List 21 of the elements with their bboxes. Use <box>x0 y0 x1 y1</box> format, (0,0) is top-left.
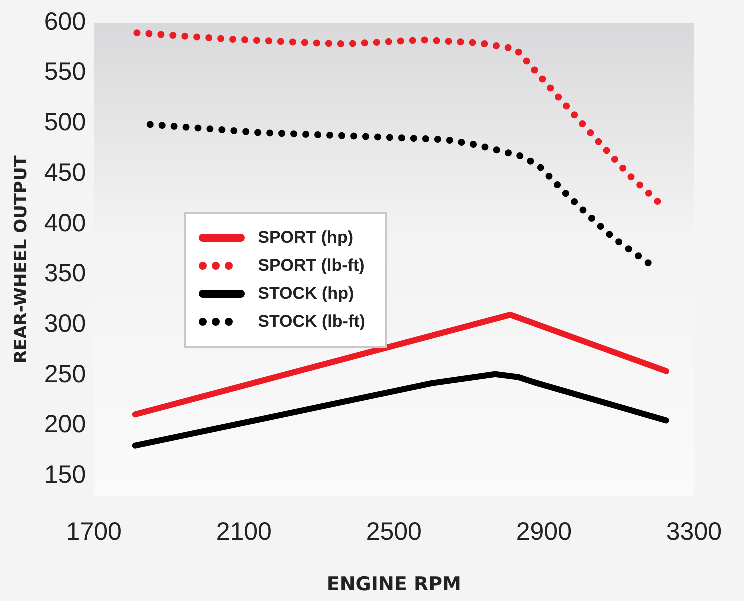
y-tick-label: 600 <box>44 8 86 36</box>
x-tick-label: 2100 <box>216 518 272 546</box>
legend-label: STOCK (hp) <box>258 284 354 304</box>
y-tick-label: 400 <box>44 209 86 238</box>
y-tick-label: 350 <box>44 260 86 288</box>
y-tick-label: 250 <box>44 360 86 388</box>
y-tick-label: 150 <box>44 460 86 489</box>
x-axis-title: ENGINE RPM <box>326 574 462 596</box>
y-axis-title: REAR-WHEEL OUTPUT <box>12 155 32 364</box>
y-tick-label: 300 <box>44 310 86 338</box>
x-tick-label: 2500 <box>366 518 422 546</box>
y-tick-label: 450 <box>44 158 86 187</box>
legend-label: SPORT (hp) <box>258 228 354 248</box>
x-tick-label: 3300 <box>666 518 722 546</box>
legend-label: STOCK (lb-ft) <box>258 312 366 332</box>
y-tick-label: 550 <box>44 58 86 86</box>
y-tick-label: 200 <box>44 410 86 439</box>
x-tick-label: 1700 <box>66 518 122 546</box>
y-tick-label: 500 <box>44 108 86 137</box>
x-tick-label: 2900 <box>516 518 572 546</box>
legend-label: SPORT (lb-ft) <box>258 256 365 276</box>
